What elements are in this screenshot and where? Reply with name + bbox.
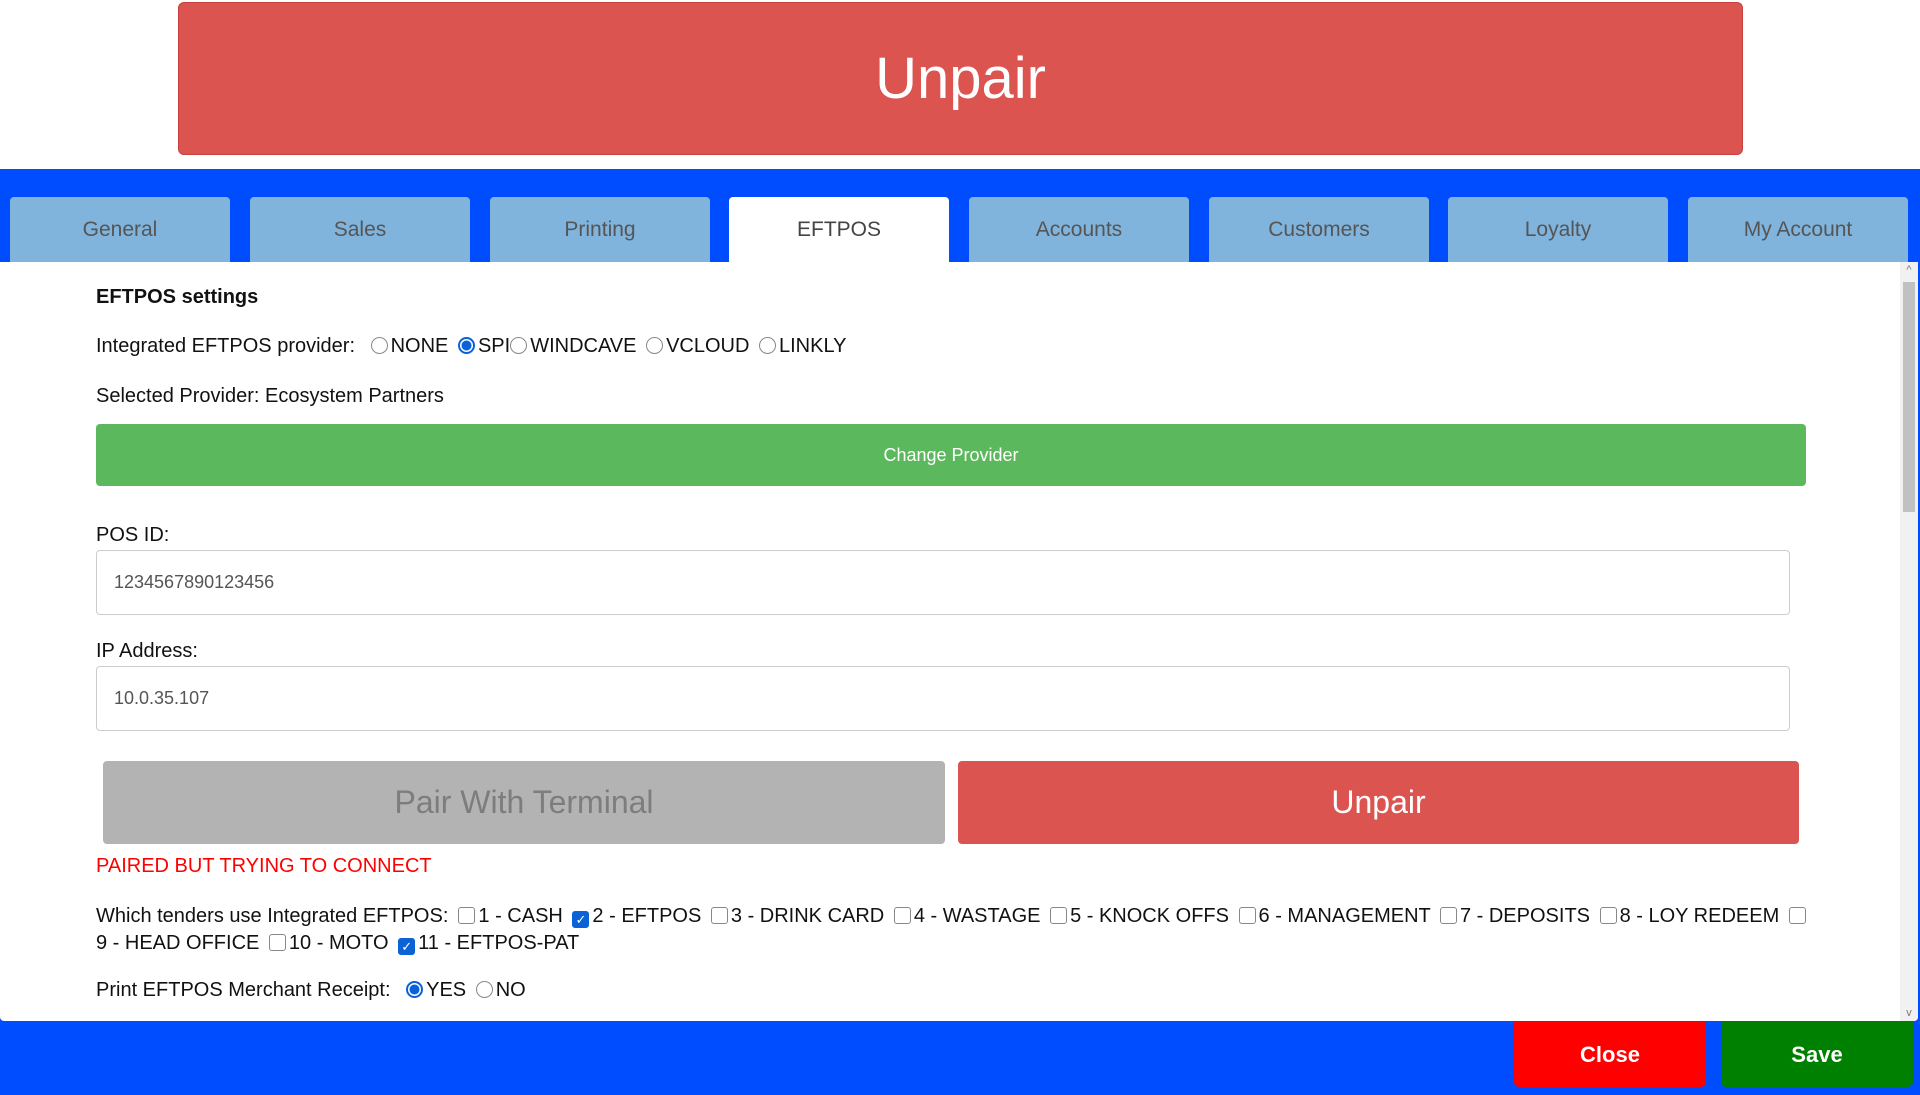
ip-address-input[interactable]: 10.0.35.107 (96, 666, 1790, 731)
save-button[interactable]: Save (1721, 1022, 1913, 1087)
scrollbar-thumb[interactable] (1903, 282, 1915, 512)
provider-none-label: NONE (390, 335, 449, 357)
tender-7-checkbox[interactable] (1439, 907, 1457, 924)
ip-address-label: IP Address: (96, 640, 198, 662)
tender-3-label: 3 - DRINK CARD (730, 905, 885, 927)
tab-accounts[interactable]: Accounts (969, 197, 1189, 263)
close-button[interactable]: Close (1514, 1022, 1706, 1087)
unpair-button[interactable]: Unpair (958, 761, 1799, 844)
tender-6-checkbox[interactable] (1238, 907, 1256, 924)
receipt-yes-label: YES (426, 979, 467, 1001)
provider-windcave-label: WINDCAVE (530, 335, 637, 357)
eftpos-panel: EFTPOS settings Integrated EFTPOS provid… (0, 262, 1918, 1021)
provider-row: Integrated EFTPOS provider: NONE SPI WIND… (96, 335, 846, 358)
receipt-no-label: NO (495, 979, 526, 1001)
tender-4-checkbox[interactable] (893, 907, 911, 924)
tender-10-label: 10 - MOTO (288, 932, 389, 954)
pair-with-terminal-button[interactable]: Pair With Terminal (103, 761, 945, 844)
tenders-label: Which tenders use Integrated EFTPOS: (96, 905, 449, 927)
scroll-down-icon[interactable]: v (1906, 1007, 1912, 1019)
pairing-status: PAIRED BUT TRYING TO CONNECT (96, 855, 432, 877)
provider-linkly-label: LINKLY (778, 335, 847, 357)
tender-1-checkbox[interactable] (458, 907, 476, 924)
tender-7-label: 7 - DEPOSITS (1459, 905, 1590, 927)
tender-1-label: 1 - CASH (478, 905, 563, 927)
provider-label: Integrated EFTPOS provider: (96, 335, 356, 357)
tab-loyalty[interactable]: Loyalty (1448, 197, 1668, 263)
receipt-no-radio[interactable] (475, 981, 493, 998)
tender-8-label: 8 - LOY REDEEM (1619, 905, 1780, 927)
tender-5-checkbox[interactable] (1050, 907, 1068, 924)
tender-8-checkbox[interactable] (1599, 907, 1617, 924)
tender-11-checkbox[interactable]: ✓ (398, 938, 416, 955)
scroll-up-icon[interactable]: ^ (1906, 264, 1912, 276)
change-provider-button[interactable]: Change Provider (96, 424, 1806, 486)
tender-3-checkbox[interactable] (710, 907, 728, 924)
tab-customers[interactable]: Customers (1209, 197, 1429, 263)
provider-vcloud-label: VCLOUD (666, 335, 750, 357)
section-heading: EFTPOS settings (96, 286, 259, 308)
tab-sales[interactable]: Sales (250, 197, 470, 263)
tab-eftpos[interactable]: EFTPOS (729, 197, 949, 263)
tab-general[interactable]: General (10, 197, 230, 263)
tender-9-label: 9 - HEAD OFFICE (96, 932, 260, 954)
provider-none-radio[interactable] (370, 337, 388, 354)
pos-id-label: POS ID: (96, 524, 170, 546)
receipt-label: Print EFTPOS Merchant Receipt: (96, 979, 391, 1001)
tender-9-checkbox[interactable] (1788, 907, 1806, 924)
tender-2-label: 2 - EFTPOS (592, 905, 702, 927)
tender-4-label: 4 - WASTAGE (913, 905, 1041, 927)
tab-printing[interactable]: Printing (490, 197, 710, 263)
provider-vcloud-radio[interactable] (646, 337, 664, 354)
tenders-row: Which tenders use Integrated EFTPOS: 1 - … (96, 903, 1816, 957)
tender-5-label: 5 - KNOCK OFFS (1070, 905, 1229, 927)
tender-6-label: 6 - MANAGEMENT (1258, 905, 1431, 927)
provider-spi-label: SPI (477, 335, 511, 357)
tab-my-account[interactable]: My Account (1688, 197, 1908, 263)
pos-id-input[interactable]: 1234567890123456 (96, 550, 1790, 615)
panel-scrollbar[interactable]: ^ v (1900, 262, 1918, 1021)
provider-linkly-radio[interactable] (758, 337, 776, 354)
tender-10-checkbox[interactable] (268, 934, 286, 951)
top-unpair-button[interactable]: Unpair (178, 2, 1743, 155)
provider-windcave-radio[interactable] (510, 337, 528, 354)
receipt-yes-radio[interactable] (406, 981, 424, 998)
tender-11-label: 11 - EFTPOS-PAT (418, 932, 580, 954)
tender-2-checkbox[interactable]: ✓ (572, 911, 590, 928)
selected-provider: Selected Provider: Ecosystem Partners (96, 385, 444, 407)
provider-spi-radio[interactable] (457, 337, 475, 354)
receipt-row: Print EFTPOS Merchant Receipt: YES NO (96, 979, 526, 1002)
